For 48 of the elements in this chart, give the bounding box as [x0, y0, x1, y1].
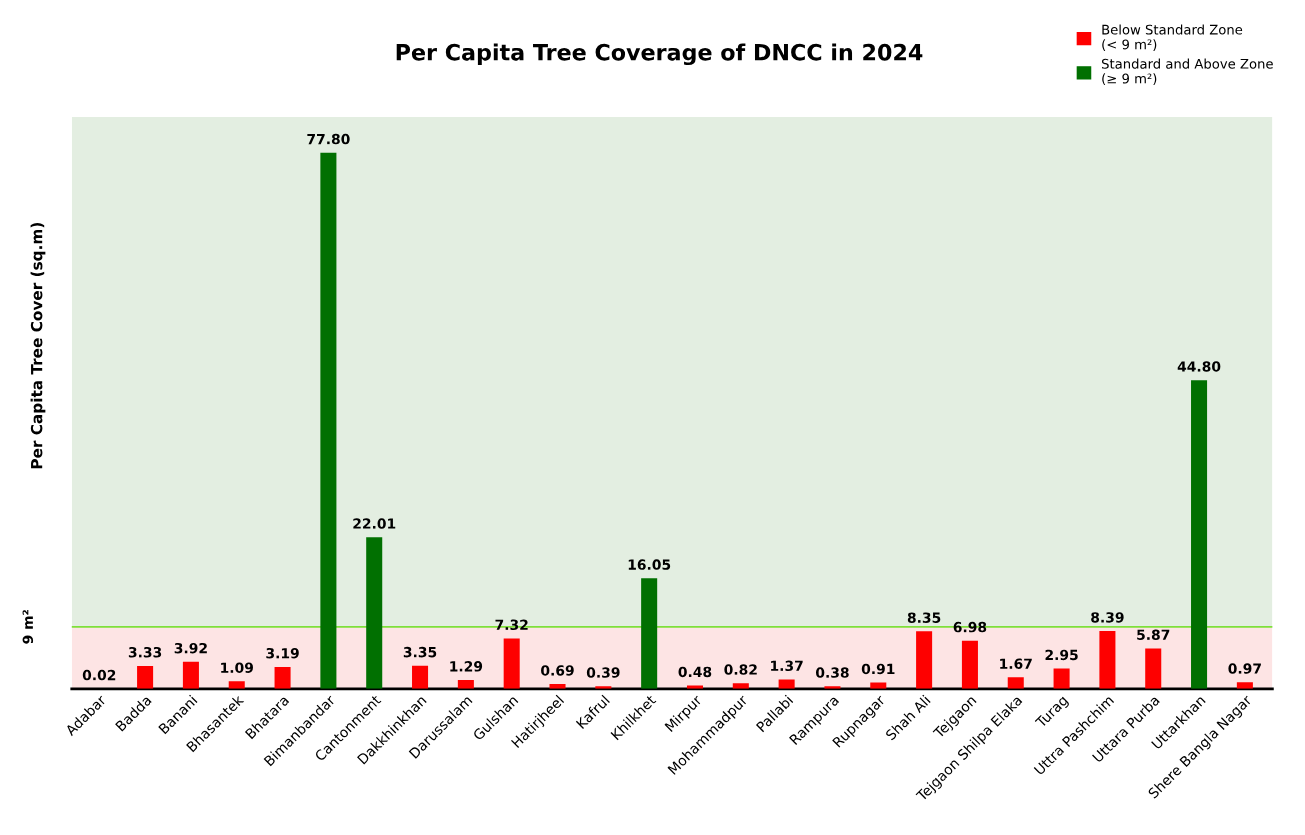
bar: [228, 681, 245, 689]
bar: [274, 666, 291, 689]
data-label: 16.05: [628, 559, 671, 570]
bar: [1007, 677, 1024, 689]
data-label: 1.09: [221, 662, 253, 673]
data-label: 0.69: [541, 665, 574, 676]
data-label: 0.02: [82, 669, 116, 681]
bar: [1191, 380, 1208, 689]
data-label: 8.39: [1091, 612, 1124, 623]
data-label: 3.19: [266, 647, 299, 659]
data-label: 3.35: [403, 646, 437, 658]
data-label: 5.87: [1137, 629, 1170, 641]
bar: [366, 537, 383, 689]
data-label: 0.38: [815, 667, 849, 678]
bar: [320, 152, 337, 689]
data-label: 1.29: [450, 661, 483, 672]
bar: [1099, 631, 1116, 689]
y-axis-title: Per Capita Tree Cover (sq.m): [30, 223, 46, 469]
bar: [778, 679, 795, 689]
data-label: 1.37: [771, 660, 803, 672]
data-label: 22.01: [353, 518, 396, 529]
data-label: 0.97: [1228, 663, 1261, 674]
data-label: 0.82: [724, 664, 757, 675]
data-label: 0.91: [861, 663, 895, 675]
bar: [457, 679, 474, 689]
bar: [1145, 648, 1162, 689]
data-label: 77.80: [307, 133, 350, 145]
data-label: 1.67: [1000, 658, 1032, 669]
ref-line-label: 9 m²: [22, 610, 34, 644]
bar: [916, 631, 933, 689]
data-label: 3.92: [174, 642, 207, 654]
data-label: 0.39: [586, 667, 620, 678]
bar: [641, 578, 658, 689]
legend-label: Standard and Above Zone (≥ 9 m²): [1101, 58, 1273, 86]
bar: [412, 665, 429, 689]
legend-label: Below Standard Zone (< 9 m²): [1102, 24, 1243, 51]
bar: [137, 665, 154, 689]
data-label: 8.35: [907, 612, 941, 623]
bar: [503, 638, 520, 689]
bar: [1236, 682, 1253, 689]
bar: [1053, 668, 1070, 689]
data-label: 0.48: [678, 666, 712, 678]
bar: [182, 661, 199, 689]
bar: [961, 640, 978, 689]
chart-title: Per Capita Tree Coverage of DNCC in 2024: [396, 43, 923, 66]
data-label: 2.95: [1045, 649, 1078, 661]
data-label: 44.80: [1177, 361, 1221, 372]
data-label: 3.33: [128, 647, 162, 658]
